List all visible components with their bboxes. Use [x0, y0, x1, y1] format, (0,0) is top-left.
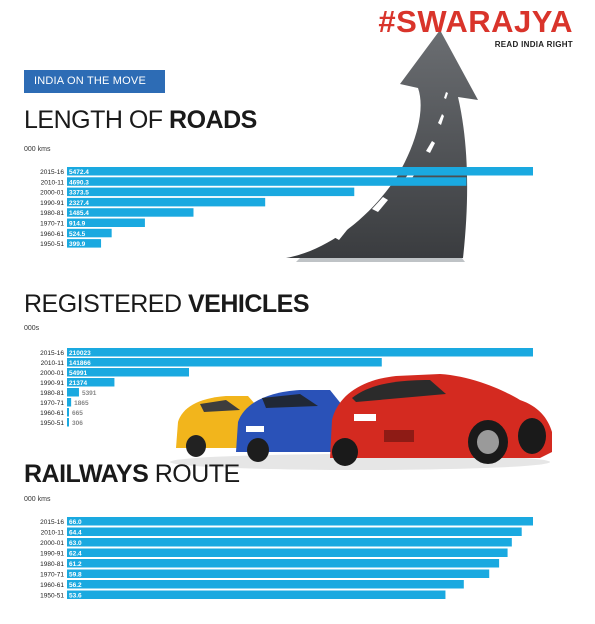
chart-title-vehicles: REGISTERED VEHICLES — [24, 290, 310, 319]
unit-label-roads: 000 kms — [24, 146, 51, 153]
sports-cars-illustration — [170, 374, 552, 470]
unit-label-vehicles: 000s — [24, 325, 40, 332]
title-regular: LENGTH OF — [24, 106, 170, 134]
brand-logo: #SWARAJYA READ INDIA RIGHT — [378, 4, 573, 50]
title-regular: REGISTERED — [24, 290, 188, 318]
title-regular: ROUTE — [148, 460, 241, 488]
chart-title-roads: LENGTH OF ROADS — [24, 106, 257, 135]
brand-tagline: READ INDIA RIGHT — [494, 40, 573, 49]
brand-name: #SWARAJYA — [378, 4, 573, 39]
section-banner: INDIA ON THE MOVE — [24, 70, 165, 93]
road-arrow-illustration — [286, 30, 478, 262]
title-bold: ROADS — [169, 106, 257, 134]
chart-title-railways: RAILWAYS ROUTE — [24, 460, 240, 489]
title-bold: RAILWAYS — [24, 460, 149, 488]
unit-label-railways: 000 kms — [24, 496, 51, 503]
title-bold: VEHICLES — [187, 290, 310, 318]
